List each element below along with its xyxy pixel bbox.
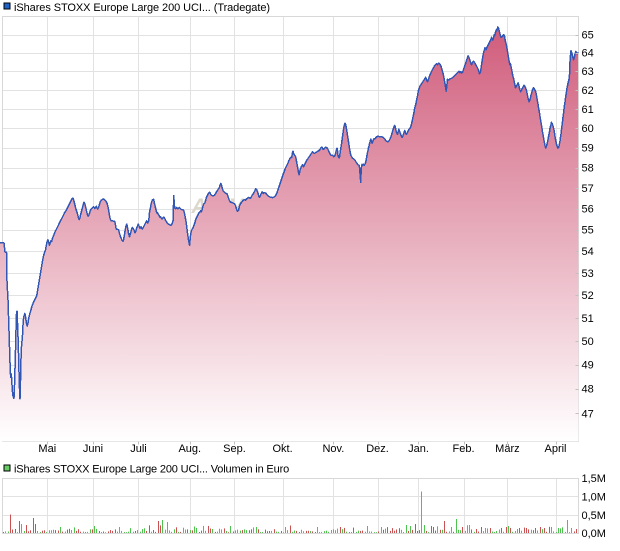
svg-text:51: 51: [582, 313, 594, 325]
svg-text:65: 65: [582, 30, 594, 42]
svg-text:58: 58: [582, 163, 594, 175]
svg-text:Juni: Juni: [83, 443, 103, 455]
svg-text:48: 48: [582, 384, 594, 396]
svg-text:0,0M: 0,0M: [582, 528, 606, 540]
svg-text:Okt.: Okt.: [273, 443, 293, 455]
svg-text:Feb.: Feb.: [452, 443, 474, 455]
svg-text:März: März: [495, 443, 519, 455]
svg-text:iShares STOXX Europe Large 200: iShares STOXX Europe Large 200 UCI... Vo…: [14, 464, 289, 476]
svg-text:49: 49: [582, 360, 594, 372]
svg-text:59: 59: [582, 143, 594, 155]
svg-text:Mai: Mai: [38, 443, 56, 455]
svg-text:54: 54: [582, 246, 594, 258]
svg-text:Sep.: Sep.: [223, 443, 246, 455]
svg-text:53: 53: [582, 268, 594, 280]
svg-text:47: 47: [582, 408, 594, 420]
svg-text:63: 63: [582, 66, 594, 78]
svg-text:64: 64: [582, 48, 594, 60]
svg-text:61: 61: [582, 104, 594, 116]
svg-text:1,5M: 1,5M: [582, 473, 606, 485]
svg-text:57: 57: [582, 183, 594, 195]
svg-text:Nov.: Nov.: [322, 443, 344, 455]
svg-text:0,5M: 0,5M: [582, 510, 606, 522]
svg-text:Aug.: Aug.: [178, 443, 201, 455]
svg-text:April: April: [544, 443, 566, 455]
svg-text:55: 55: [582, 225, 594, 237]
svg-text:52: 52: [582, 290, 594, 302]
svg-text:Jan.: Jan.: [408, 443, 429, 455]
svg-text:50: 50: [582, 336, 594, 348]
svg-text:56: 56: [582, 204, 594, 216]
svg-text:Dez.: Dez.: [366, 443, 389, 455]
svg-text:Juli: Juli: [130, 443, 147, 455]
svg-text:62: 62: [582, 85, 594, 97]
svg-text:1,0M: 1,0M: [582, 491, 606, 503]
svg-text:60: 60: [582, 123, 594, 135]
svg-text:iShares STOXX Europe Large 200: iShares STOXX Europe Large 200 UCI... (T…: [14, 2, 270, 14]
